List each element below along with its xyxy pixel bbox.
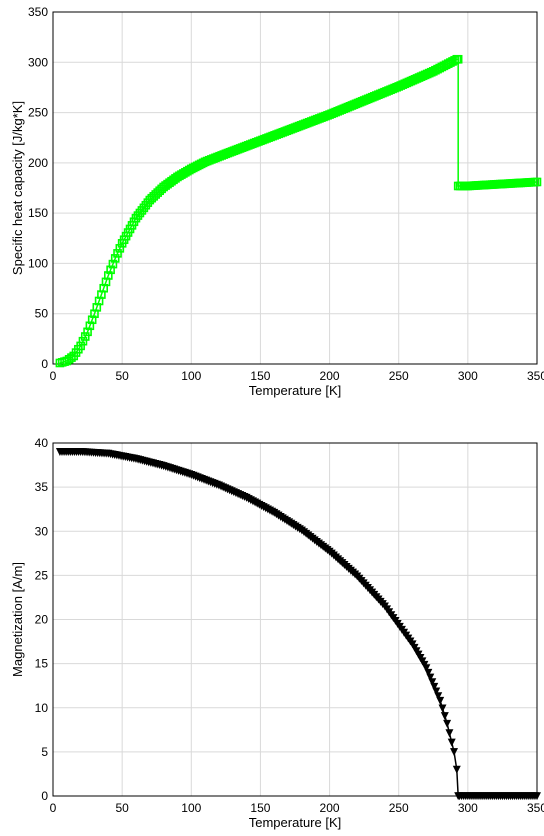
data-point: [106, 265, 115, 275]
data-point: [426, 673, 435, 682]
y-tick-label: 250: [28, 106, 48, 120]
data-point: [443, 719, 452, 728]
data-point: [80, 332, 90, 341]
y-tick-label: 20: [35, 613, 49, 627]
data-point: [83, 327, 92, 337]
x-tick-label: 150: [250, 369, 270, 383]
x-tick-label: 250: [389, 369, 409, 383]
magnetization-chart: 0 50 100 150 200 250 300 350 0 5 10 15 20 25 30 35 40 Tem…: [10, 436, 544, 830]
data-point: [438, 704, 447, 713]
series-line: [59, 58, 538, 364]
data-point: [432, 687, 441, 696]
y-tick-label: 200: [28, 156, 48, 170]
data-point: [104, 271, 113, 280]
y-tick-label: 15: [35, 657, 49, 671]
y-axis-label: Magnetization [A/m]: [10, 562, 25, 677]
data-point: [450, 748, 459, 757]
y-tick-label: 50: [35, 307, 49, 321]
y-tick-label: 0: [41, 357, 48, 371]
x-tick-label: 100: [181, 369, 201, 383]
x-tick-label: 150: [250, 801, 270, 815]
x-tick-label: 350: [527, 801, 544, 815]
y-tick-label: 25: [35, 568, 49, 582]
data-point: [436, 696, 445, 705]
data-point: [453, 54, 463, 64]
x-tick-label: 200: [320, 369, 340, 383]
data-point: [76, 341, 85, 351]
x-tick-label: 50: [115, 369, 129, 383]
x-tick-label: 300: [458, 369, 478, 383]
plot-frame: [52, 442, 538, 797]
data-point: [424, 668, 433, 677]
y-tick-label: 150: [28, 206, 48, 220]
x-tick-label: 100: [181, 801, 201, 815]
x-tick-label: 300: [458, 801, 478, 815]
x-tick-label: 0: [50, 801, 57, 815]
data-point: [78, 336, 88, 346]
x-axis-label: Temperature [K]: [249, 815, 342, 830]
y-tick-label: 100: [28, 256, 48, 270]
data-point: [434, 692, 443, 701]
data-point: [67, 353, 76, 362]
y-tick-label: 10: [35, 701, 49, 715]
y-tick-label: 40: [35, 436, 49, 450]
x-tick-label: 0: [50, 369, 57, 383]
data-point: [422, 664, 431, 673]
y-tick-label: 35: [35, 480, 49, 494]
series-line: [59, 451, 537, 797]
data-point: [430, 682, 439, 691]
y-tick-label: 5: [41, 745, 48, 759]
data-point: [445, 729, 454, 738]
data-point: [532, 177, 542, 187]
plot-frame: [52, 11, 538, 365]
x-tick-label: 250: [389, 801, 409, 815]
data-point: [85, 321, 95, 331]
data-point: [447, 738, 456, 747]
y-tick-label: 300: [28, 55, 48, 69]
x-tick-label: 50: [115, 801, 129, 815]
y-tick-label: 0: [41, 789, 48, 803]
data-point: [533, 792, 541, 801]
y-tick-label: 30: [35, 524, 49, 538]
heat-capacity-chart: 0 50 100 150 200 250 300 350 0 50 100 150 200 250 300 3…: [10, 5, 544, 398]
data-point: [113, 249, 122, 258]
data-point: [440, 712, 449, 721]
y-tick-label: 350: [28, 5, 48, 19]
data-point: [108, 259, 118, 269]
data-point: [428, 678, 437, 687]
y-axis-label: Specific heat capacity [J/kg*K]: [10, 101, 25, 275]
x-tick-label: 200: [320, 801, 340, 815]
data-point: [110, 254, 120, 263]
x-axis-label: Temperature [K]: [249, 383, 342, 398]
data-point: [452, 765, 461, 774]
data-point: [87, 315, 97, 325]
data-point: [115, 244, 125, 253]
x-tick-label: 350: [527, 369, 544, 383]
